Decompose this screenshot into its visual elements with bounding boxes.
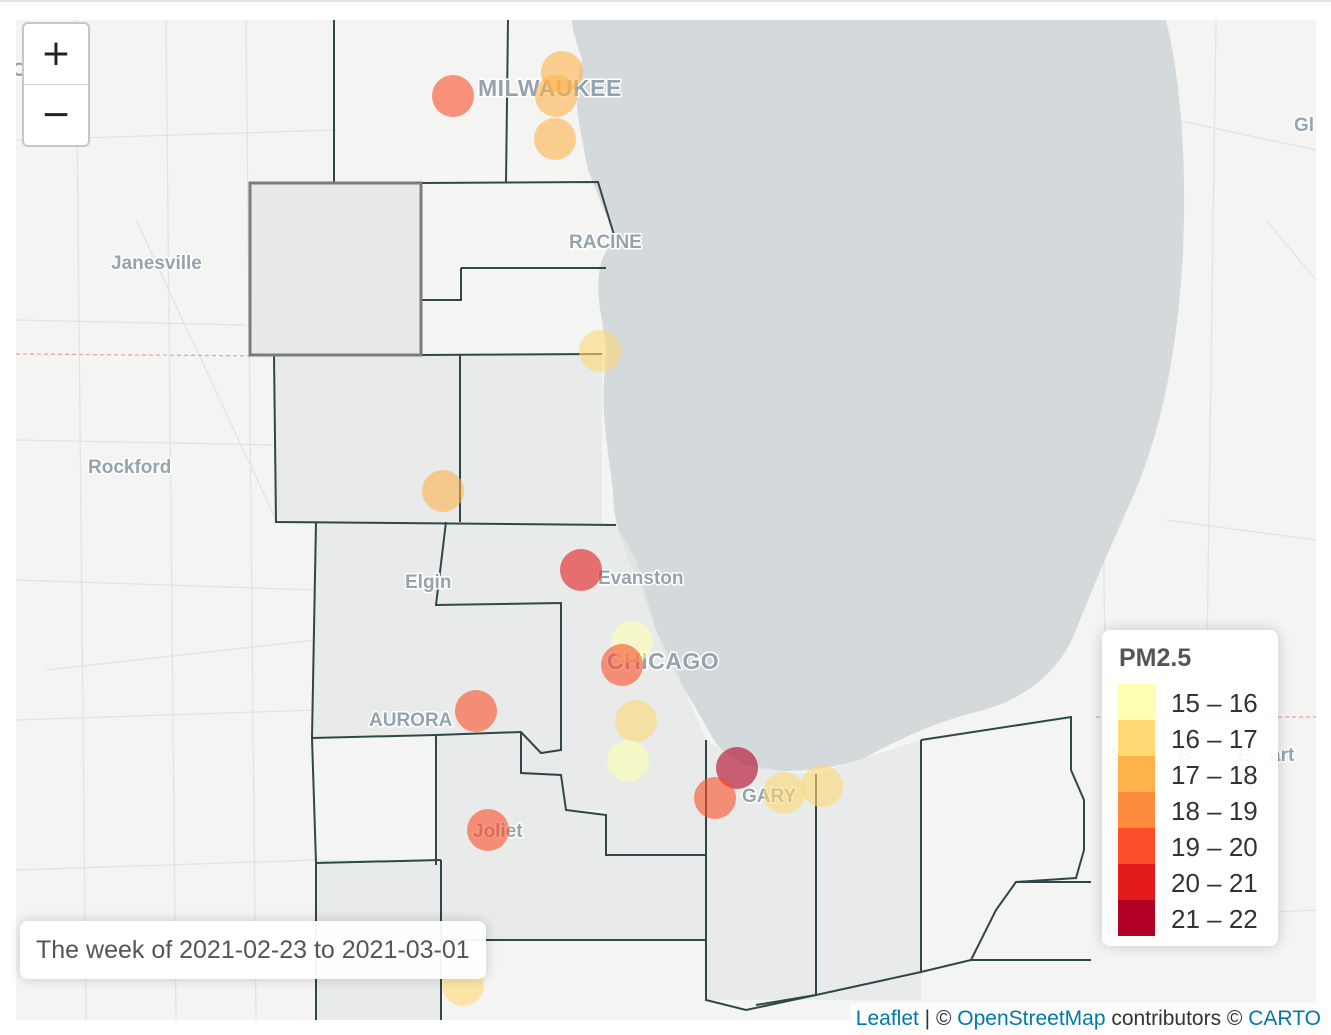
city-label-rockford: Rockford (88, 457, 171, 478)
legend-swatch (1118, 792, 1155, 828)
monitoring-site-marker[interactable] (716, 747, 758, 789)
legend-swatch (1118, 828, 1155, 864)
highlighted-county[interactable] (248, 181, 423, 357)
monitoring-site-marker[interactable] (535, 75, 577, 117)
zoom-in-button[interactable]: + (40, 33, 72, 74)
legend-row: 16 – 17 (1118, 720, 1278, 756)
monitoring-site-marker[interactable] (801, 765, 843, 807)
legend-title: PM2.5 (1119, 644, 1192, 672)
map-svg[interactable]: MILWAUKEE RACINE Janesville Rockford Elg… (16, 20, 1316, 1020)
monitoring-site-marker[interactable] (615, 700, 657, 742)
city-label-racine: RACINE (569, 232, 642, 253)
legend-label: 21 – 22 (1171, 904, 1258, 934)
legend-swatch (1118, 756, 1155, 792)
lake-michigan (572, 20, 1185, 772)
map-attribution: Leaflet | © OpenStreetMap contributors ©… (849, 1003, 1331, 1035)
legend-row: 17 – 18 (1118, 756, 1278, 792)
legend-label: 20 – 21 (1171, 868, 1258, 898)
legend-label: 15 – 16 (1171, 688, 1258, 718)
legend-row: 15 – 16 (1118, 684, 1278, 720)
carto-link[interactable]: CARTO (1248, 1007, 1321, 1030)
monitoring-site-marker[interactable] (579, 330, 621, 372)
monitoring-site-marker[interactable] (694, 777, 736, 819)
monitoring-site-marker[interactable] (607, 740, 649, 782)
pm25-legend: PM2.5 15 – 16 16 – 17 17 – 18 18 – 19 19… (1102, 630, 1278, 946)
city-label-evanston: Evanston (598, 568, 684, 589)
legend-row: 19 – 20 (1118, 828, 1278, 864)
legend-row: 18 – 19 (1118, 792, 1278, 828)
zoom-out-button[interactable]: − (24, 84, 88, 145)
city-label-elgin: Elgin (405, 572, 451, 593)
attribution-contrib: contributors © (1105, 1007, 1249, 1030)
legend-label: 19 – 20 (1171, 832, 1258, 862)
zoom-control: + − (22, 22, 90, 147)
date-range-box: The week of 2021-02-23 to 2021-03-01 (20, 921, 486, 979)
legend-label: 16 – 17 (1171, 724, 1258, 754)
legend-swatch (1118, 864, 1155, 900)
monitoring-site-marker[interactable] (763, 772, 805, 814)
leaflet-link[interactable]: Leaflet (855, 1007, 919, 1030)
monitoring-site-marker[interactable] (534, 118, 576, 160)
monitoring-site-marker[interactable] (467, 809, 509, 851)
legend-row: 21 – 22 (1118, 900, 1278, 936)
date-range-text: The week of 2021-02-23 to 2021-03-01 (36, 936, 470, 964)
monitoring-site-marker[interactable] (455, 690, 497, 732)
partial-label-right: Gl (1294, 115, 1314, 136)
attribution-sep: | © (918, 1007, 958, 1030)
city-label-aurora: AURORA (369, 710, 453, 731)
osm-link[interactable]: OpenStreetMap (957, 1007, 1106, 1030)
legend-row: 20 – 21 (1118, 864, 1278, 900)
legend-label: 18 – 19 (1171, 796, 1258, 826)
legend-label: 17 – 18 (1171, 760, 1258, 790)
top-rule (0, 0, 1331, 2)
legend-swatch (1118, 720, 1155, 756)
monitoring-site-marker[interactable] (422, 470, 464, 512)
city-label-janesville: Janesville (111, 253, 202, 274)
map-canvas[interactable]: MILWAUKEE RACINE Janesville Rockford Elg… (16, 20, 1316, 1020)
legend-swatch (1118, 900, 1155, 936)
legend-swatch (1118, 684, 1155, 720)
monitoring-site-marker[interactable] (432, 75, 474, 117)
monitoring-site-marker[interactable] (601, 644, 643, 686)
monitoring-sites[interactable] (422, 51, 843, 1006)
monitoring-site-marker[interactable] (560, 549, 602, 591)
